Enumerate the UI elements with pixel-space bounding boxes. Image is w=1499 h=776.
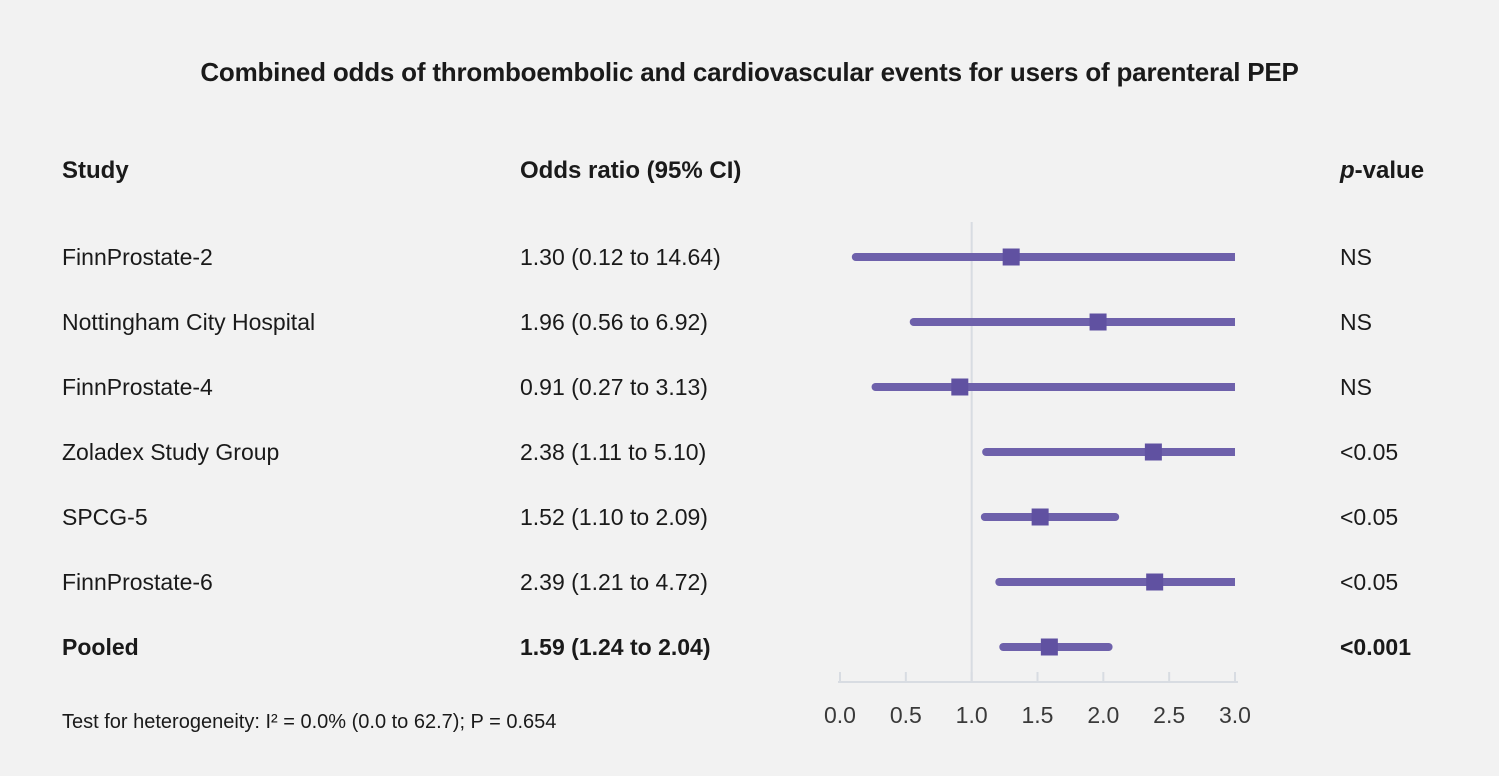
column-header-p-value: p-value (1340, 156, 1424, 186)
study-name: FinnProstate-4 (62, 374, 213, 400)
or-marker (1031, 508, 1049, 526)
x-axis-tick-label: 1.5 (1022, 702, 1054, 728)
or-marker (951, 378, 969, 396)
study-name: Pooled (62, 634, 139, 660)
x-axis-tick-label: 2.5 (1153, 702, 1185, 728)
study-name: SPCG-5 (62, 504, 148, 530)
x-axis-tick-label: 0.5 (890, 702, 922, 728)
p-value: <0.001 (1340, 634, 1411, 660)
or-marker (1089, 313, 1107, 331)
odds-ratio-ci: 0.91 (0.27 to 3.13) (520, 374, 708, 400)
p-value-italic-p: p (1340, 157, 1355, 184)
ci-cap-left (982, 448, 991, 456)
ci-cap-right (1111, 513, 1120, 521)
p-value: NS (1340, 244, 1372, 270)
or-marker (1040, 638, 1058, 656)
p-value: <0.05 (1340, 504, 1399, 530)
x-axis-tick-label: 1.0 (956, 702, 988, 728)
ci-cap-left (980, 513, 989, 521)
x-axis-tick-label: 3.0 (1219, 702, 1251, 728)
chart-title: Combined odds of thromboembolic and card… (200, 57, 1299, 87)
study-name: FinnProstate-6 (62, 569, 213, 595)
x-axis-tick-label: 0.0 (824, 702, 856, 728)
p-value: <0.05 (1340, 439, 1399, 465)
ci-cap-left (999, 643, 1008, 651)
study-name: Zoladex Study Group (62, 439, 280, 465)
column-header-odds-ratio: Odds ratio (95% CI) (520, 157, 742, 184)
odds-ratio-ci: 1.52 (1.10 to 2.09) (520, 504, 708, 530)
x-axis-tick-label: 2.0 (1087, 702, 1119, 728)
heterogeneity-note: Test for heterogeneity: I² = 0.0% (0.0 t… (62, 711, 557, 733)
column-header-study: Study (62, 157, 129, 184)
odds-ratio-ci: 1.30 (0.12 to 14.64) (520, 244, 721, 270)
ci-cap-left (851, 253, 860, 261)
odds-ratio-ci: 2.39 (1.21 to 4.72) (520, 569, 708, 595)
p-value: NS (1340, 309, 1372, 335)
ci-cap-left (871, 383, 880, 391)
or-marker (1144, 443, 1162, 461)
ci-cap-left (995, 578, 1004, 586)
p-value: <0.05 (1340, 569, 1399, 595)
odds-ratio-ci: 2.38 (1.11 to 5.10) (520, 439, 707, 465)
study-name: FinnProstate-2 (62, 244, 213, 270)
odds-ratio-ci: 1.59 (1.24 to 2.04) (520, 634, 711, 660)
study-name: Nottingham City Hospital (62, 309, 316, 335)
p-value-rest: -value (1354, 157, 1425, 184)
or-marker (1146, 573, 1164, 591)
ci-cap-right (1104, 643, 1113, 651)
ci-cap-left (909, 318, 918, 326)
odds-ratio-ci: 1.96 (0.56 to 6.92) (520, 309, 708, 335)
p-value: NS (1340, 374, 1372, 400)
or-marker (1002, 248, 1020, 266)
